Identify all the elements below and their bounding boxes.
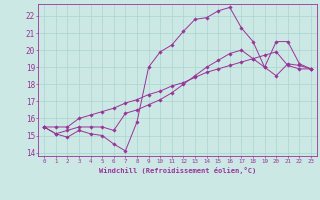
X-axis label: Windchill (Refroidissement éolien,°C): Windchill (Refroidissement éolien,°C) <box>99 167 256 174</box>
